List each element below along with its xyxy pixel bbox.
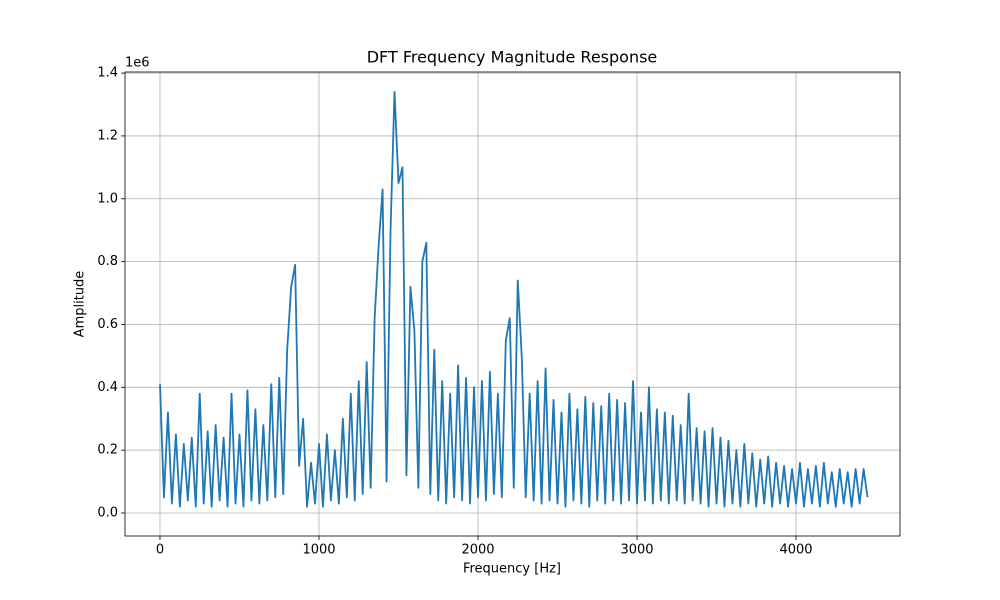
y-tick-label: 1.2 <box>97 128 118 143</box>
x-tick-label: 0 <box>156 543 164 558</box>
plot-frame <box>124 71 901 537</box>
y-tick-label: 1.0 <box>97 191 118 206</box>
y-axis-label: Amplitude <box>73 271 88 338</box>
y-tick-label: 0.2 <box>97 443 118 458</box>
x-tick-label: 3000 <box>620 543 653 558</box>
y-tick-label: 1.4 <box>97 66 118 81</box>
x-tick-label: 1000 <box>302 543 335 558</box>
y-tick-label: 0.6 <box>97 317 118 332</box>
y-offset-label: 1e6 <box>125 56 150 71</box>
y-tick-label: 0.8 <box>97 254 118 269</box>
y-tick-label: 0.4 <box>97 380 118 395</box>
data-line <box>159 91 869 508</box>
chart-title: DFT Frequency Magnitude Response <box>367 48 658 67</box>
x-tick-label: 2000 <box>461 543 494 558</box>
x-axis-label: Frequency [Hz] <box>463 562 561 577</box>
x-tick-label: 4000 <box>779 543 812 558</box>
y-tick-label: 0.0 <box>97 505 118 520</box>
